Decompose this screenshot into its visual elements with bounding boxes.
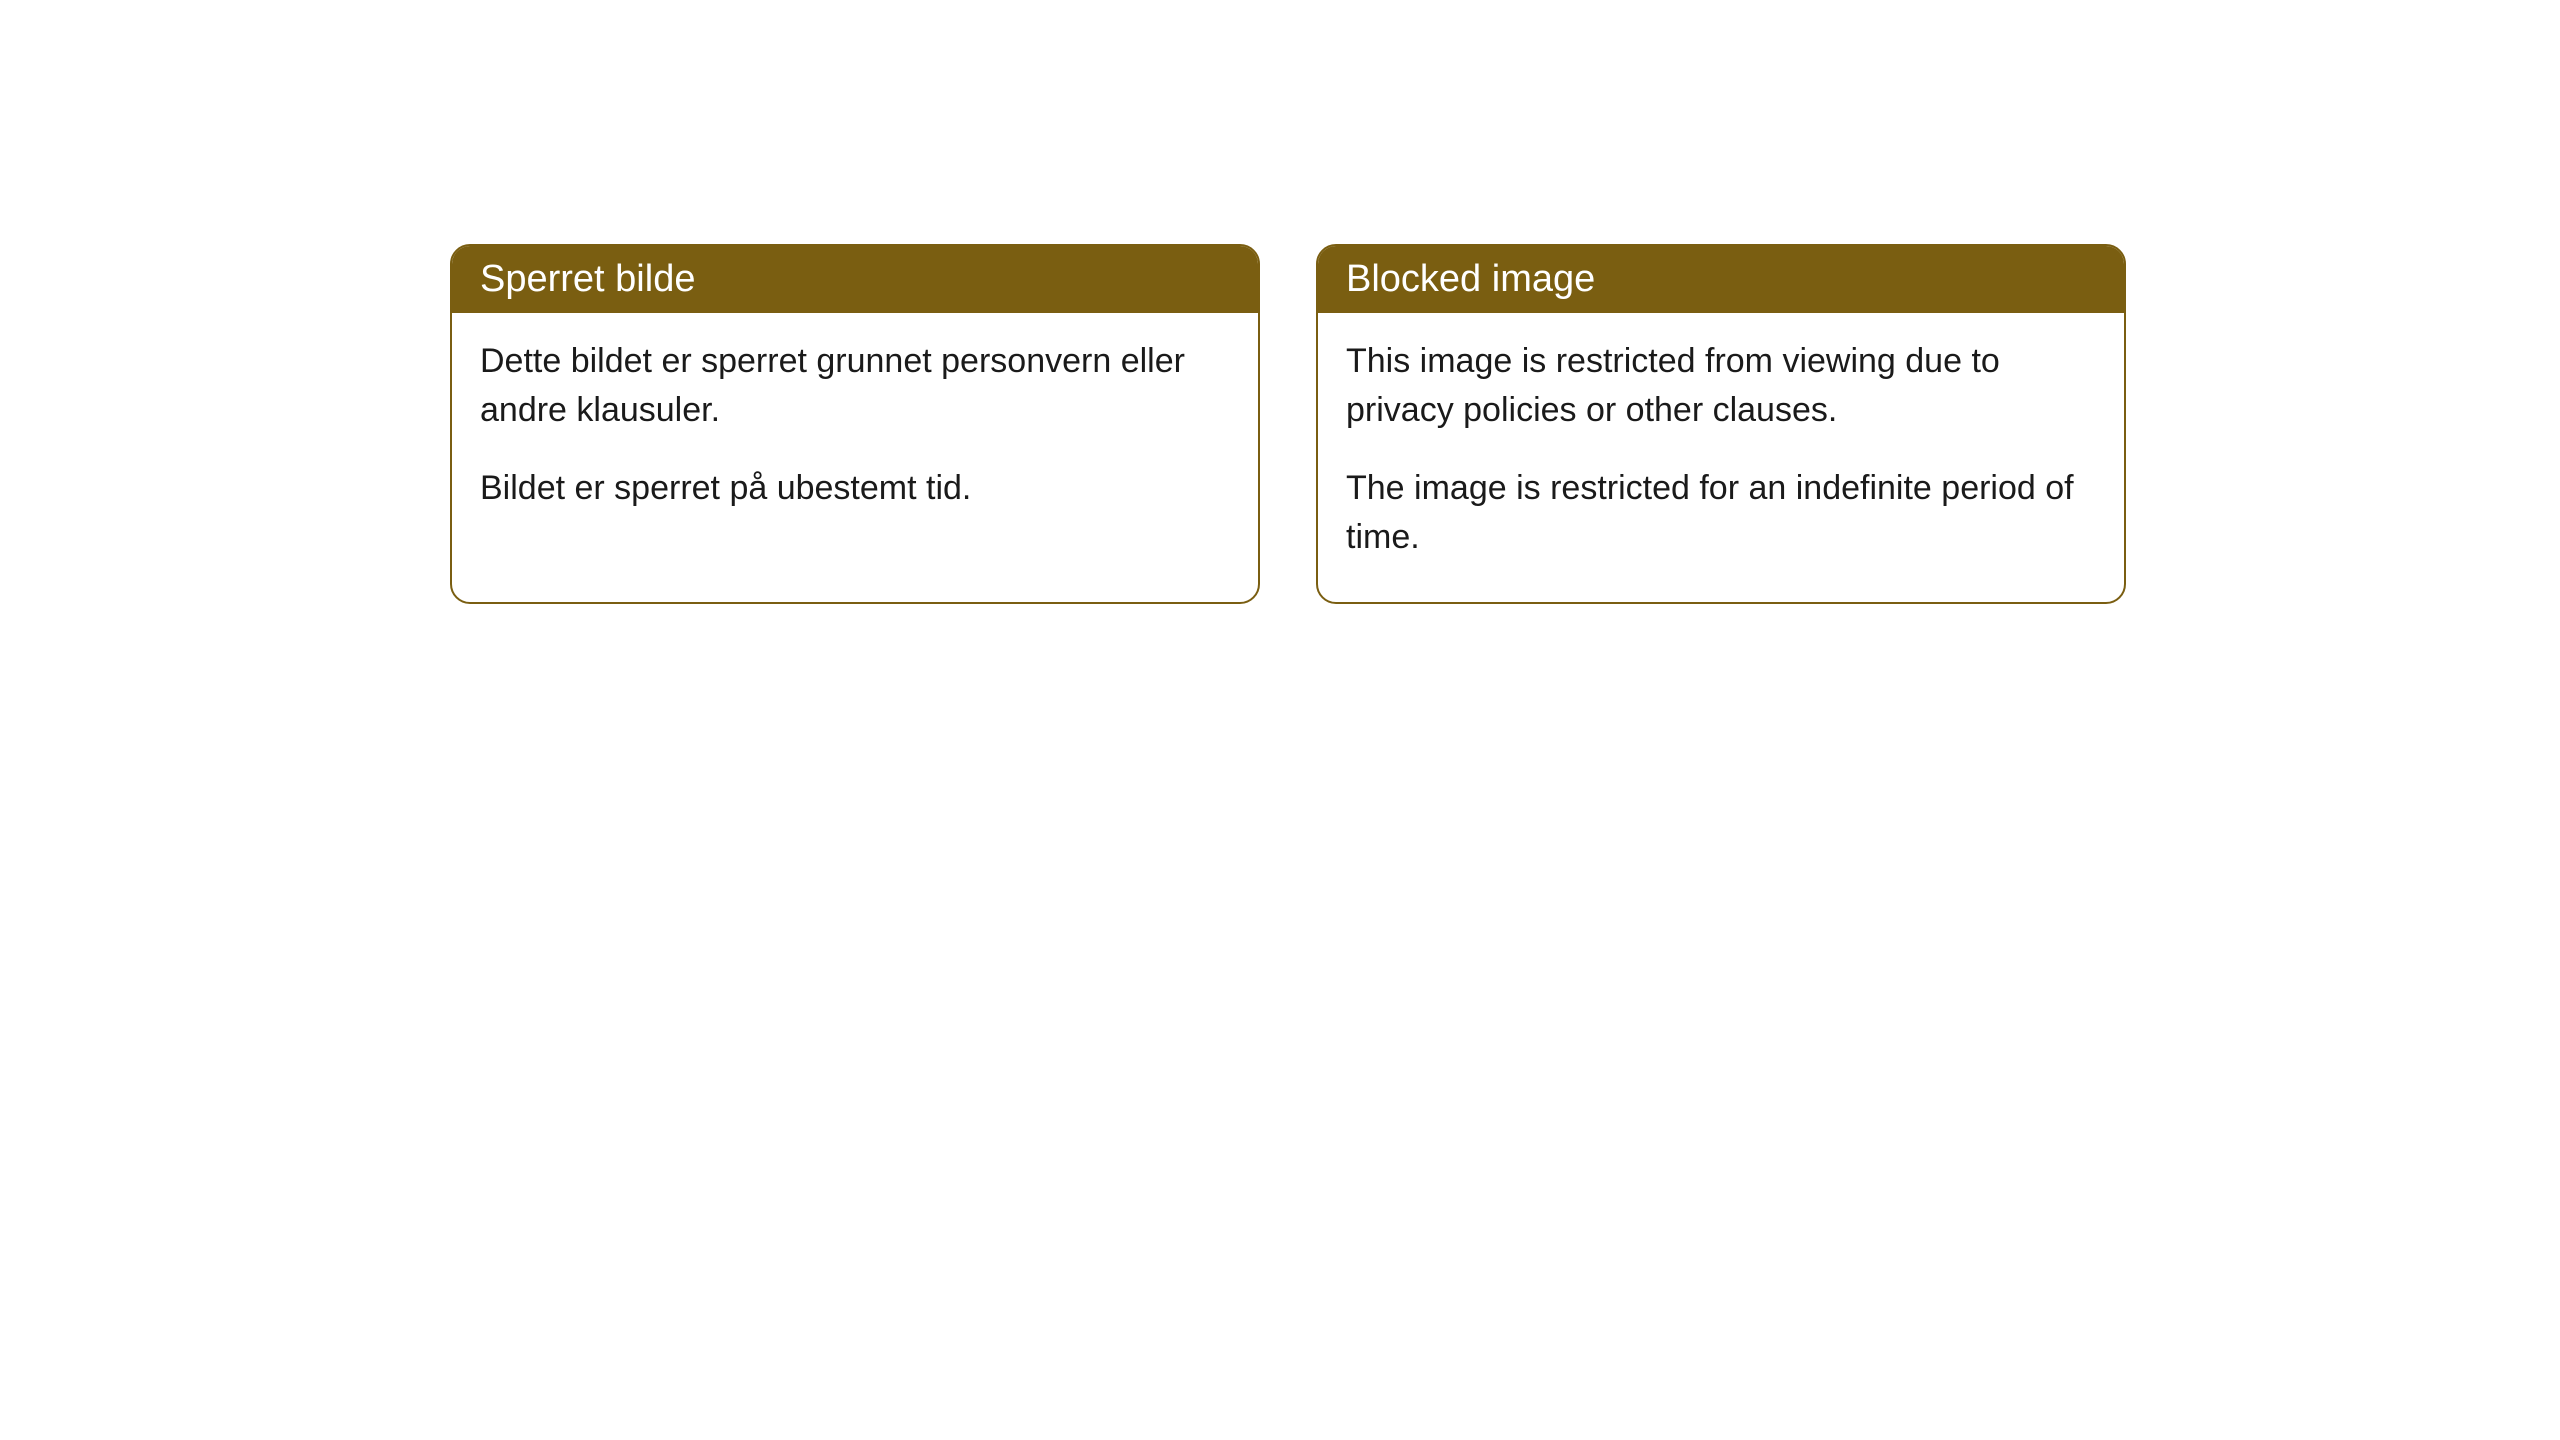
card-body-english: This image is restricted from viewing du… — [1318, 313, 2124, 602]
card-body-norwegian: Dette bildet er sperret grunnet personve… — [452, 313, 1258, 553]
card-title: Blocked image — [1346, 258, 1595, 300]
card-paragraph-2: Bildet er sperret på ubestemt tid. — [480, 464, 1230, 513]
card-paragraph-1: This image is restricted from viewing du… — [1346, 337, 2096, 436]
card-title: Sperret bilde — [480, 258, 695, 300]
cards-container: Sperret bilde Dette bildet er sperret gr… — [0, 0, 2560, 604]
card-english: Blocked image This image is restricted f… — [1316, 244, 2126, 604]
card-norwegian: Sperret bilde Dette bildet er sperret gr… — [450, 244, 1260, 604]
card-paragraph-1: Dette bildet er sperret grunnet personve… — [480, 337, 1230, 436]
card-header-english: Blocked image — [1318, 246, 2124, 313]
card-header-norwegian: Sperret bilde — [452, 246, 1258, 313]
card-paragraph-2: The image is restricted for an indefinit… — [1346, 464, 2096, 563]
